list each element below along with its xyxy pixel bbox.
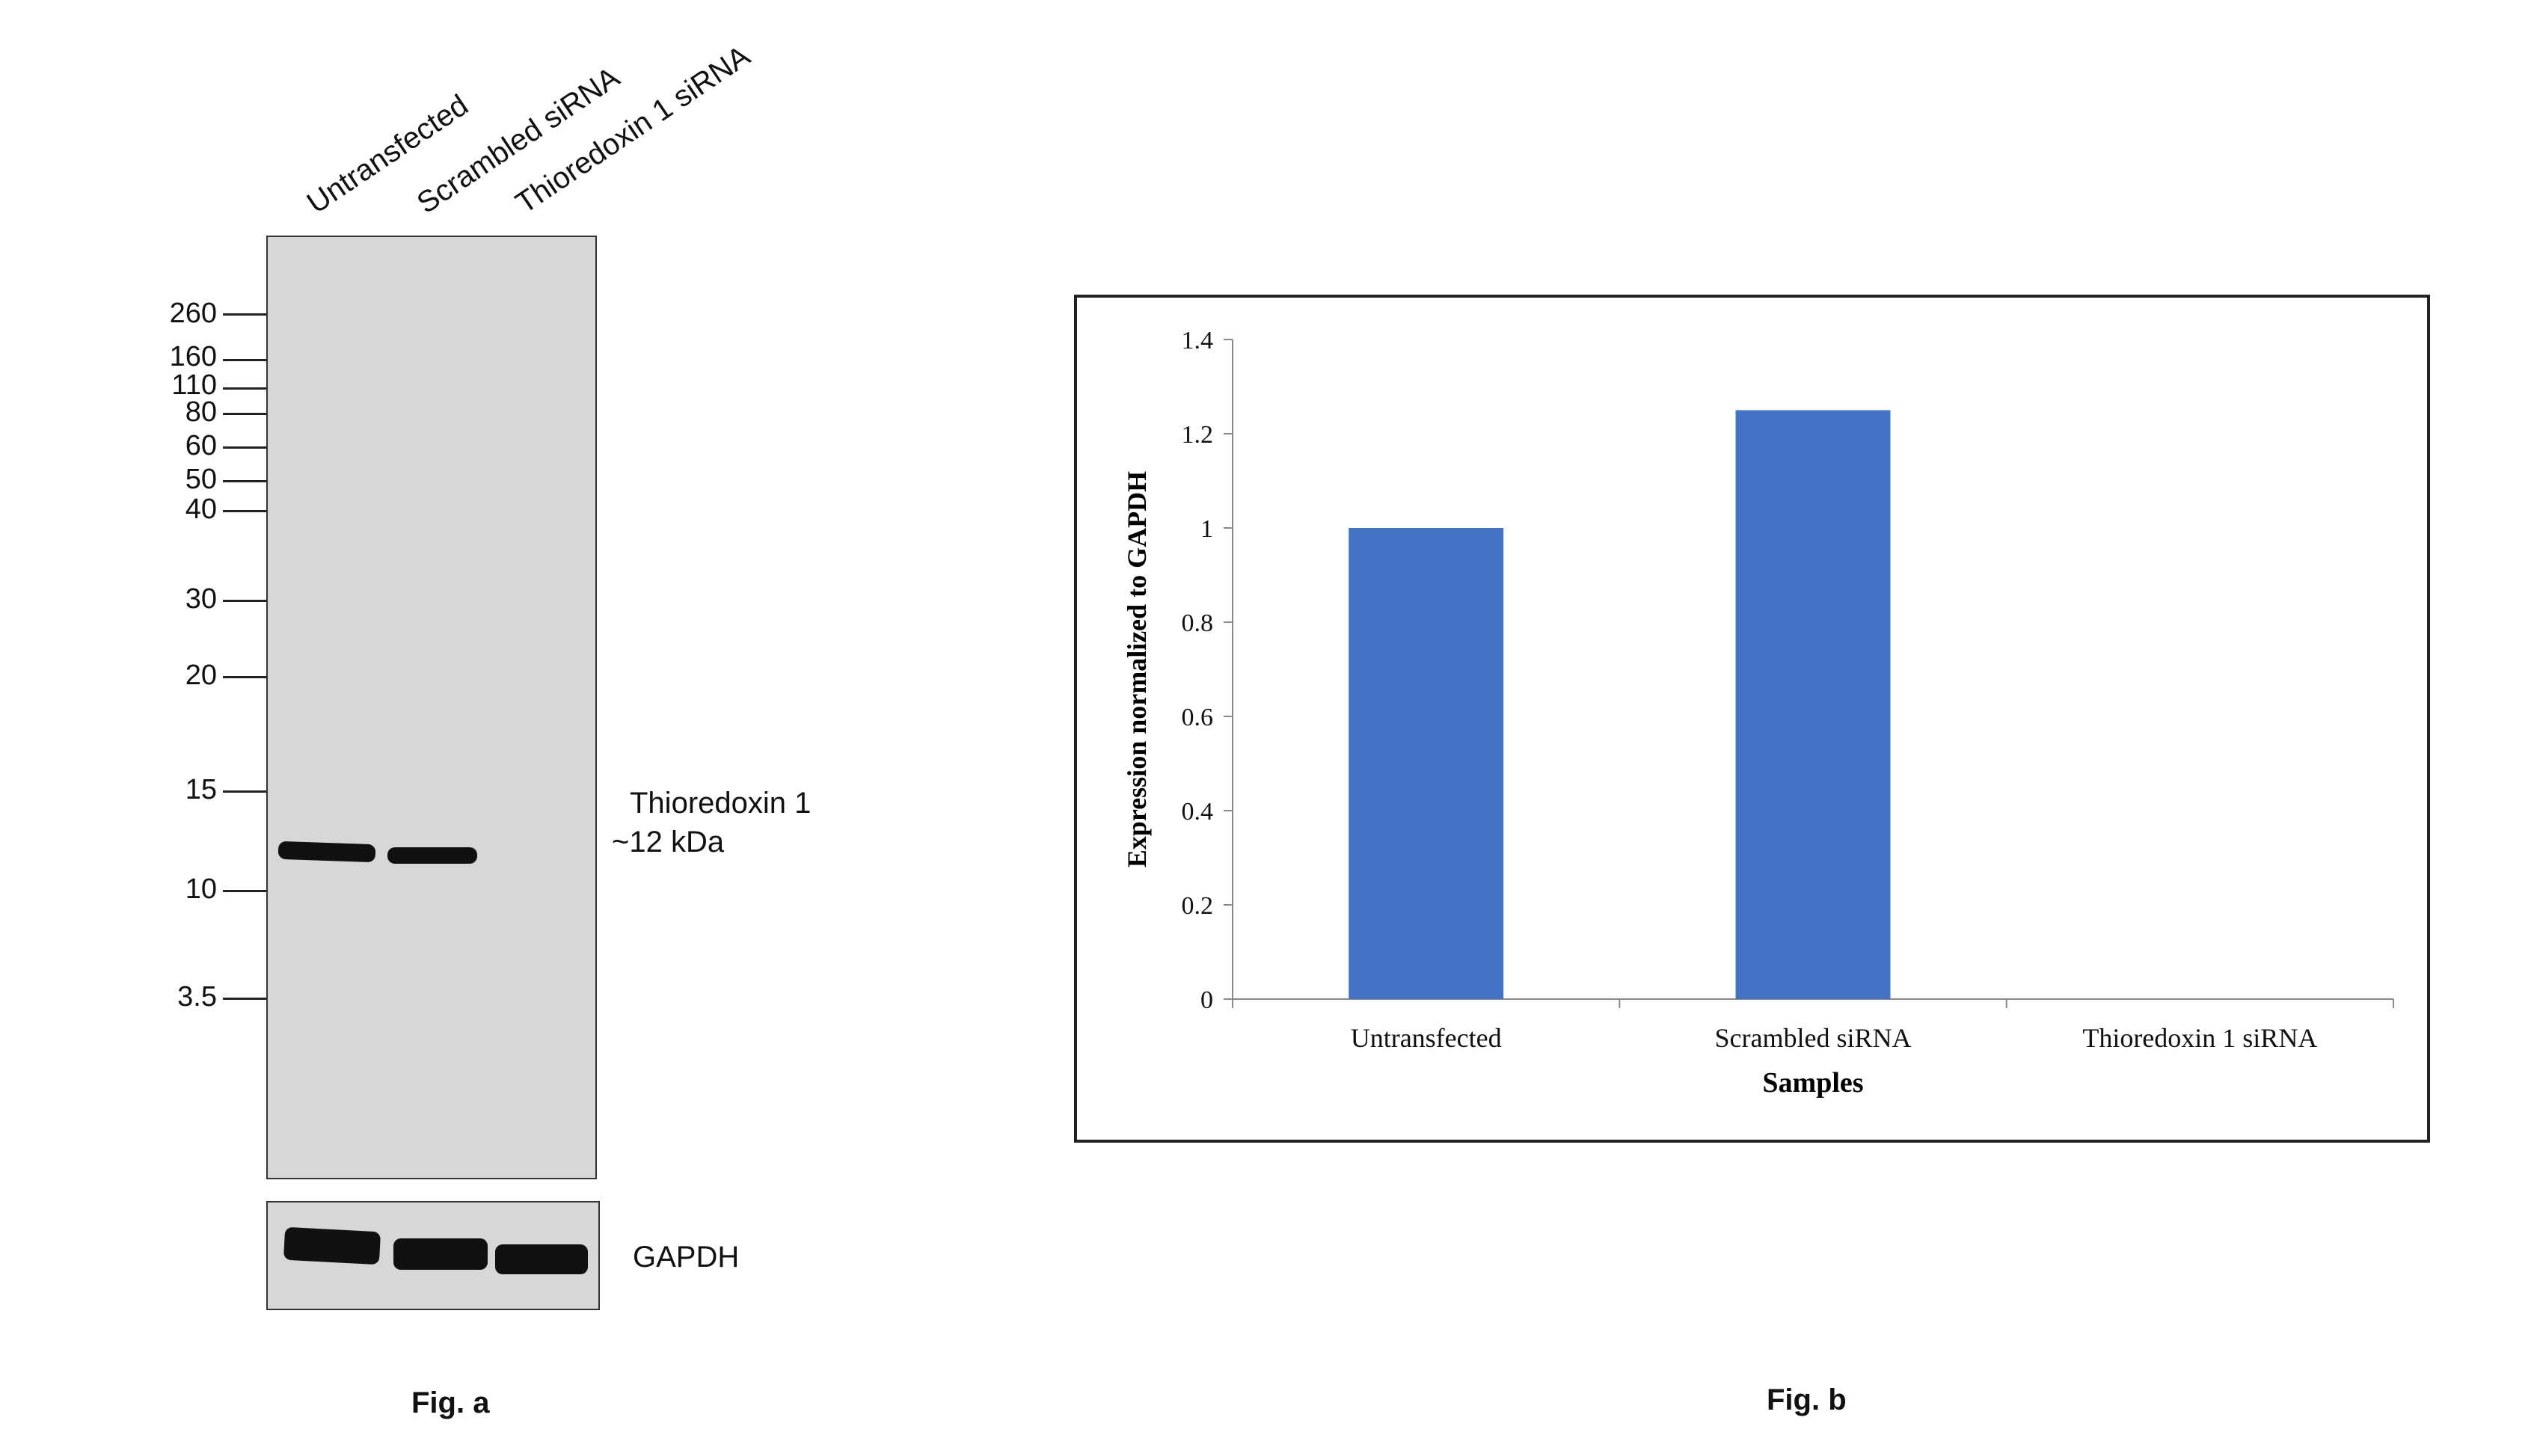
x-axis-label: Samples bbox=[1762, 1067, 1863, 1099]
mw-110: 110 bbox=[171, 369, 217, 401]
y-tick-label: 1.2 bbox=[1182, 421, 1214, 449]
chart-frame: 0 0.2 0.4 0.6 0.8 1 1.2 1.4 Untransfected Scramb… bbox=[1074, 295, 2430, 1143]
main-blot bbox=[266, 236, 597, 1179]
mw-60: 60 bbox=[185, 430, 217, 461]
bar-chart: 0 0.2 0.4 0.6 0.8 1 1.2 1.4 Untransfected Scramb… bbox=[1122, 327, 2394, 1099]
target-label-name: Thioredoxin 1 bbox=[630, 787, 812, 820]
y-axis: 0 0.2 0.4 0.6 0.8 1 1.2 1.4 bbox=[1182, 327, 1233, 1014]
mw-tick-110 bbox=[223, 387, 266, 390]
mw-30: 30 bbox=[185, 583, 217, 615]
mw-20: 20 bbox=[185, 660, 217, 691]
band-thioredoxin-lane2 bbox=[387, 847, 477, 864]
mw-tick-80 bbox=[223, 413, 266, 415]
mw-tick-20 bbox=[223, 676, 266, 678]
fig-b-caption: Fig. b bbox=[1767, 1383, 1847, 1416]
mw-40: 40 bbox=[185, 494, 217, 525]
x-tick-label: Thioredoxin 1 siRNA bbox=[2082, 1023, 2317, 1053]
mw-tick-10 bbox=[223, 890, 266, 892]
band-thioredoxin-lane1 bbox=[277, 841, 376, 863]
fig-a-caption: Fig. a bbox=[411, 1386, 490, 1419]
x-tick-label: Scrambled siRNA bbox=[1715, 1023, 1912, 1053]
y-tick-label: 1.4 bbox=[1182, 327, 1214, 354]
bar bbox=[1735, 410, 1891, 999]
mw-3-5: 3.5 bbox=[177, 981, 217, 1013]
gapdh-label: GAPDH bbox=[633, 1241, 740, 1274]
band-gapdh-lane1 bbox=[283, 1226, 381, 1265]
mw-tick-40 bbox=[223, 510, 266, 512]
mw-15: 15 bbox=[185, 774, 217, 805]
bar bbox=[1349, 528, 1504, 999]
x-tick-label: Untransfected bbox=[1351, 1023, 1502, 1053]
mw-tick-260 bbox=[223, 313, 266, 316]
band-gapdh-lane2 bbox=[393, 1238, 488, 1270]
mw-tick-30 bbox=[223, 600, 266, 602]
y-tick-label: 0 bbox=[1200, 986, 1213, 1014]
y-tick-label: 0.6 bbox=[1182, 704, 1214, 731]
mw-tick-60 bbox=[223, 446, 266, 449]
y-axis-label: Expression normalized to GAPDH bbox=[1122, 471, 1152, 867]
mw-tick-50 bbox=[223, 480, 266, 482]
gapdh-blot bbox=[266, 1201, 600, 1310]
mw-50: 50 bbox=[185, 464, 217, 495]
mw-tick-15 bbox=[223, 790, 266, 793]
y-tick-label: 0.8 bbox=[1182, 609, 1214, 637]
x-axis: Untransfected Scrambled siRNA Thioredoxin … bbox=[1232, 998, 2394, 1053]
mw-10: 10 bbox=[185, 873, 217, 905]
y-tick-label: 0.2 bbox=[1182, 892, 1214, 920]
band-gapdh-lane3 bbox=[495, 1244, 588, 1274]
target-label: Thioredoxin 1 ~12 kDa bbox=[612, 784, 811, 861]
mw-160: 160 bbox=[169, 341, 217, 372]
mw-tick-160 bbox=[223, 359, 266, 361]
y-tick-label: 0.4 bbox=[1182, 798, 1214, 826]
mw-260: 260 bbox=[169, 298, 217, 329]
target-label-size: ~12 kDa bbox=[612, 826, 725, 858]
mw-tick-3-5 bbox=[223, 998, 266, 1000]
mw-80: 80 bbox=[185, 396, 217, 428]
bars bbox=[1349, 410, 1891, 999]
y-tick-label: 1 bbox=[1200, 515, 1213, 543]
